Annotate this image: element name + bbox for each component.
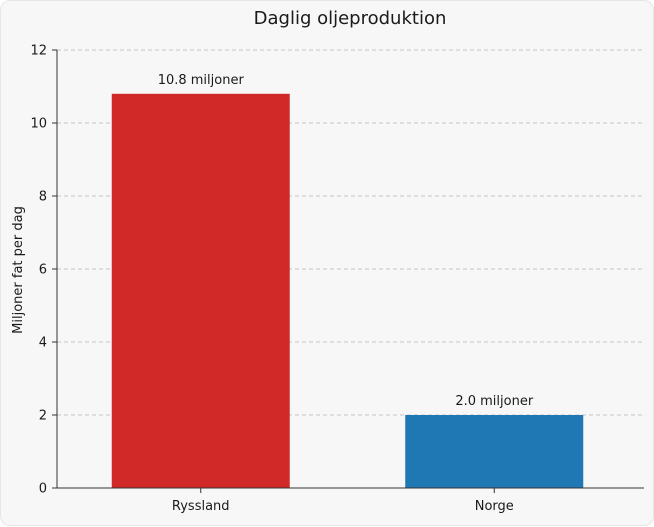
- data-label: 2.0 miljoner: [455, 394, 533, 409]
- chart-title: Daglig oljeproduktion: [254, 8, 447, 29]
- bar-norge: [405, 415, 584, 488]
- axes: 0 2 4 6 8 10 12: [30, 44, 644, 497]
- data-label: 10.8 miljoner: [158, 73, 245, 88]
- bars: [111, 93, 584, 489]
- bar-ryssland: [111, 93, 290, 489]
- y-tick-label: 2: [39, 409, 47, 424]
- y-tick-label: 10: [30, 117, 47, 132]
- y-tick-label: 0: [39, 482, 47, 497]
- y-tick-label: 12: [30, 44, 47, 59]
- labels: 10.8 miljoner Ryssland 2.0 miljoner Norge: [158, 73, 534, 514]
- y-tick-label: 8: [39, 190, 47, 205]
- x-tick-label: Ryssland: [172, 499, 230, 514]
- y-tick-label: 6: [39, 263, 47, 278]
- x-tick-label: Norge: [475, 499, 514, 514]
- y-tick-label: 4: [39, 336, 47, 351]
- y-axis-label: Miljoner fat per dag: [11, 206, 26, 334]
